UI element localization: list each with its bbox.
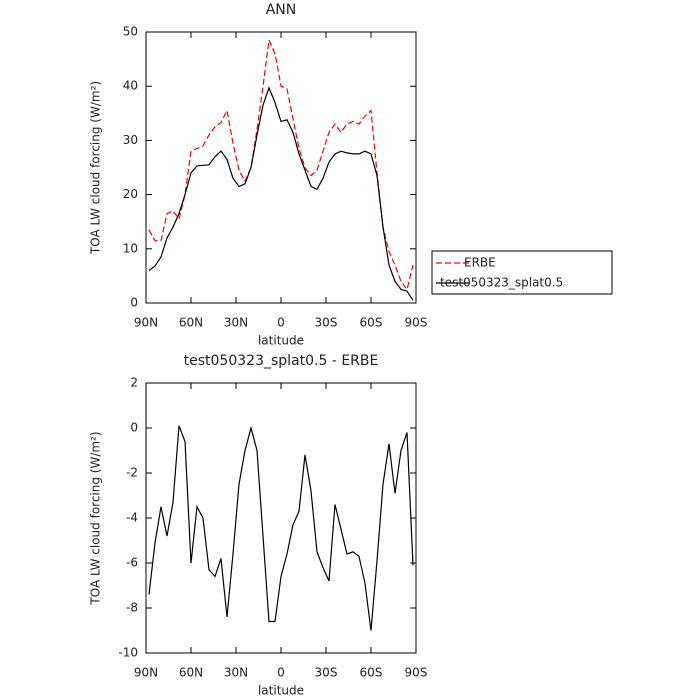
x-tick-label: 30S	[315, 666, 338, 680]
chart-title: test050323_splat0.5 - ERBE	[184, 353, 379, 369]
y-axis-label: TOA LW cloud forcing (W/m²)	[89, 81, 103, 255]
x-tick-label: 60N	[179, 316, 203, 330]
series-line	[148, 425, 414, 631]
x-tick-label: 90S	[405, 666, 428, 680]
x-tick-label: 30S	[315, 316, 338, 330]
y-tick-label: 50	[123, 25, 138, 39]
y-tick-label: -2	[126, 466, 138, 480]
x-tick-label: 60S	[360, 316, 383, 330]
plot-frame	[145, 31, 417, 304]
y-tick-label: -10	[118, 646, 138, 660]
y-tick-label: 0	[130, 421, 138, 435]
y-axis-label: TOA LW cloud forcing (W/m²)	[89, 431, 103, 605]
x-tick-label: 30N	[224, 666, 248, 680]
y-tick-label: 40	[123, 79, 138, 93]
x-axis-label: latitude	[258, 684, 304, 698]
legend-box	[431, 250, 613, 295]
x-tick-label: 0	[277, 316, 285, 330]
series-line	[148, 37, 414, 291]
series-line	[148, 86, 414, 301]
x-tick-label: 60N	[179, 666, 203, 680]
y-tick-label: 2	[130, 376, 138, 390]
plot-frame	[145, 382, 417, 654]
y-tick-label: 30	[123, 133, 138, 147]
x-tick-label: 90S	[405, 316, 428, 330]
y-tick-label: -4	[126, 511, 138, 525]
y-tick-label: 10	[123, 241, 138, 255]
x-tick-label: 90N	[134, 666, 158, 680]
chart-title: ANN	[266, 2, 297, 18]
x-tick-label: 90N	[134, 316, 158, 330]
y-tick-label: -8	[126, 601, 138, 615]
x-tick-label: 60S	[360, 666, 383, 680]
x-axis-label: latitude	[258, 334, 304, 348]
x-tick-label: 30N	[224, 316, 248, 330]
y-tick-label: 0	[130, 296, 138, 310]
x-tick-label: 0	[277, 666, 285, 680]
y-tick-label: 20	[123, 187, 138, 201]
y-tick-label: -6	[126, 556, 138, 570]
legend-label: ERBE	[464, 256, 496, 270]
legend-label: test050323_splat0.5	[440, 276, 563, 290]
